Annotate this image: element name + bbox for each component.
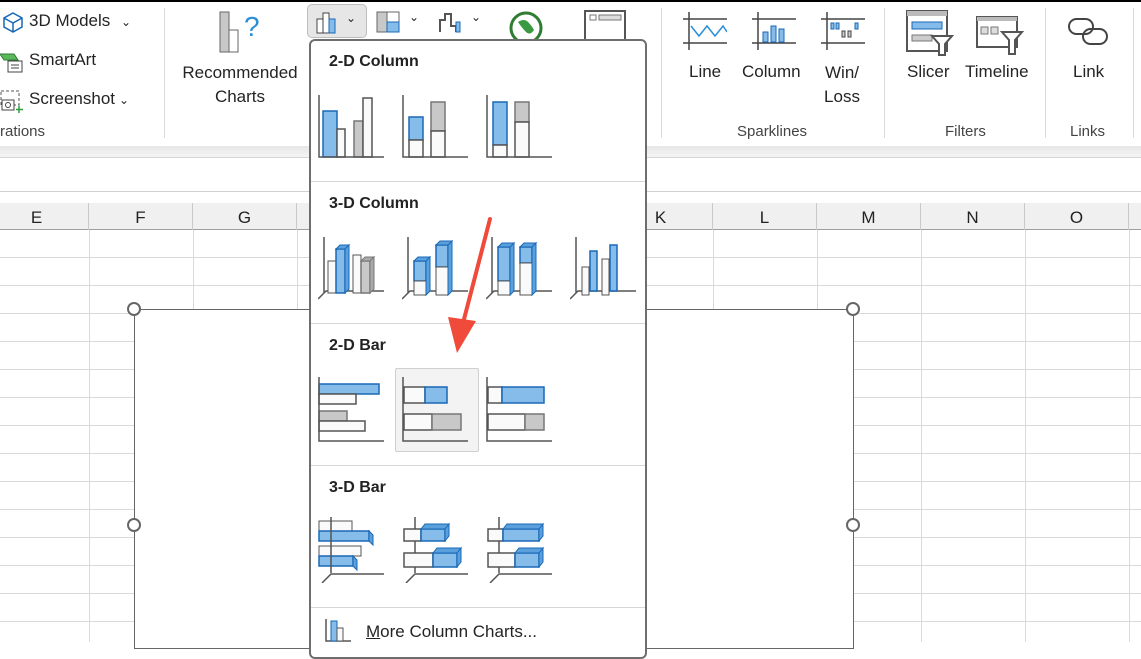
group-divider [884, 8, 885, 138]
3d-clustered-column-icon[interactable] [318, 237, 384, 303]
recommended-charts-label-2: Charts [214, 87, 266, 106]
screenshot-label: Screenshot [29, 89, 115, 108]
sparkline-column-button[interactable]: Column [742, 62, 801, 81]
sparkline-column-icon [752, 12, 796, 50]
sparklines-group-label: Sparklines [737, 123, 808, 140]
chevron-down-icon: ⌄ [409, 10, 420, 24]
3d-column-icon[interactable] [570, 237, 636, 303]
resize-handle-top-right[interactable] [846, 302, 860, 316]
3d-stacked-column-icon[interactable] [402, 237, 468, 303]
smartart-icon [0, 53, 23, 73]
recommended-charts-label-1: Recommended [182, 63, 298, 82]
3d-models-button[interactable]: 3D Models ⌄ [29, 11, 131, 31]
pivotchart-icon [584, 10, 626, 44]
3d-models-icon [3, 12, 23, 33]
sparkline-line-icon [683, 12, 727, 50]
section-3d-bar: 3-D Bar [329, 479, 386, 496]
column-header-o[interactable]: O [1025, 203, 1129, 230]
3d-clustered-bar-icon[interactable] [318, 517, 384, 583]
chevron-down-icon: ⌄ [119, 93, 130, 107]
3d-100-stacked-bar-icon[interactable] [486, 517, 552, 583]
group-divider [164, 8, 165, 138]
smartart-button[interactable]: SmartArt [29, 50, 97, 69]
divider [311, 607, 645, 608]
link-button[interactable]: Link [1073, 62, 1105, 81]
column-header-k[interactable]: K [609, 203, 713, 230]
illustrations-group-label: rations [0, 123, 46, 140]
divider [311, 181, 645, 182]
links-group-label: Links [1070, 123, 1106, 140]
column-bar-chart-dropdown: 2-D Column 3-D Column 2-D Bar 3-D Bar Mo… [309, 39, 647, 659]
slicer-button[interactable]: Slicer [907, 62, 950, 81]
resize-handle-top-left[interactable] [127, 302, 141, 316]
chevron-down-icon: ⌄ [471, 10, 482, 24]
divider [311, 465, 645, 466]
section-2d-column: 2-D Column [329, 53, 419, 70]
waterfall-chart-icon [439, 13, 461, 33]
link-icon [1068, 18, 1108, 45]
chevron-down-icon: ⌄ [121, 15, 132, 29]
column-chart-icon [325, 619, 351, 642]
winloss-label-1: Win/ [825, 63, 859, 82]
timeline-icon [976, 16, 1024, 55]
column-header-f[interactable]: F [89, 203, 193, 230]
sparkline-line-button[interactable]: Line [689, 62, 722, 81]
slicer-icon [906, 10, 954, 56]
hover-highlight [395, 368, 479, 452]
column-header-g[interactable]: G [193, 203, 297, 230]
insert-hierarchy-chart-button[interactable]: ⌄ [375, 6, 425, 36]
column-header-e[interactable]: E [0, 203, 89, 230]
hierarchy-chart-icon [376, 11, 400, 33]
100-stacked-column-icon[interactable] [486, 95, 552, 161]
resize-handle-left[interactable] [127, 518, 141, 532]
chevron-down-icon: ⌄ [346, 11, 357, 25]
screenshot-icon [0, 90, 23, 113]
sparkline-winloss-button[interactable]: Win/Loss [816, 61, 868, 109]
3d-100-stacked-column-icon[interactable] [486, 237, 552, 303]
more-column-charts-label: ore Column Charts... [380, 622, 538, 641]
recommended-charts-button[interactable]: Recommended Charts [180, 61, 300, 109]
column-header-n[interactable]: N [921, 203, 1025, 230]
sparkline-winloss-icon [821, 12, 865, 50]
section-2d-bar: 2-D Bar [329, 337, 386, 354]
column-chart-icon [316, 12, 336, 34]
group-divider [661, 8, 662, 138]
column-header-l[interactable]: L [713, 203, 817, 230]
insert-column-bar-chart-button[interactable]: ⌄ [307, 4, 367, 38]
100-stacked-bar-icon[interactable] [486, 377, 552, 443]
filters-group-label: Filters [945, 123, 986, 140]
clustered-bar-icon[interactable] [318, 377, 384, 443]
svg-text:?: ? [244, 11, 260, 42]
insert-waterfall-chart-button[interactable]: ⌄ [437, 6, 487, 36]
screenshot-button[interactable]: Screenshot ⌄ [29, 89, 129, 109]
timeline-button[interactable]: Timeline [965, 62, 1029, 81]
section-3d-column: 3-D Column [329, 195, 419, 212]
more-column-charts-item[interactable]: More Column Charts... [325, 619, 625, 645]
group-divider [1133, 8, 1134, 138]
column-header-m[interactable]: M [817, 203, 921, 230]
red-arrow-annotation [448, 217, 492, 353]
stacked-bar-icon[interactable] [402, 377, 468, 443]
more-column-charts-accesskey: M [366, 622, 381, 641]
3d-models-label: 3D Models [29, 11, 111, 30]
group-divider [1045, 8, 1046, 138]
resize-handle-right[interactable] [846, 518, 860, 532]
clustered-column-icon[interactable] [318, 95, 384, 161]
divider [311, 323, 645, 324]
window-top-border [0, 0, 1141, 2]
winloss-label-2: Loss [824, 87, 860, 106]
3d-stacked-bar-icon[interactable] [402, 517, 468, 583]
stacked-column-icon[interactable] [402, 95, 468, 161]
recommended-charts-icon: ? [219, 11, 260, 53]
